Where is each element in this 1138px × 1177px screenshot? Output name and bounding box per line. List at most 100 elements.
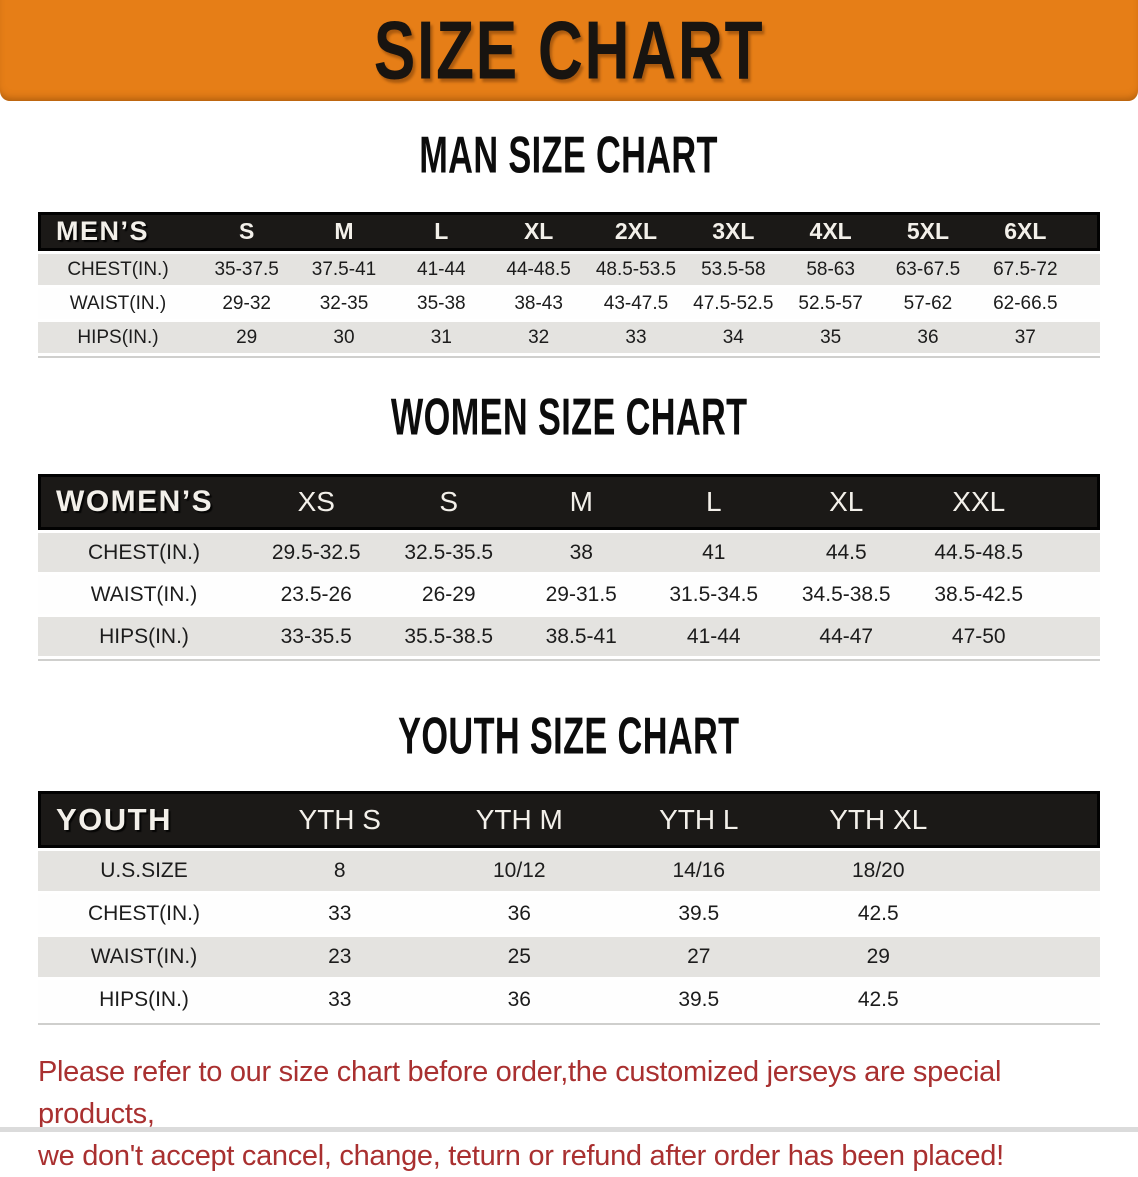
size-value: 48.5-53.5 [587,254,685,285]
size-value: 33 [250,894,430,934]
size-value: 47.5-52.5 [684,288,782,319]
size-value: 10/12 [429,851,609,891]
size-value: 32-35 [295,288,393,319]
header-spacer [968,791,1100,848]
size-value: 41-44 [647,617,780,656]
heading-men-text: MAN SIZE CHART [419,125,719,184]
heading-youth-text: YOUTH SIZE CHART [398,706,740,765]
row-spacer [1045,575,1100,614]
men-header-row: MEN’S S M L XL 2XL 3XL 4XL 5XL 6XL [38,212,1100,251]
size-value: 35-38 [392,288,490,319]
size-value: 37.5-41 [295,254,393,285]
row-label: WAIST(IN.) [38,575,250,614]
size-value: 33-35.5 [250,617,383,656]
row-spacer [1074,288,1100,319]
size-value: 33 [250,980,430,1020]
size-value: 63-67.5 [879,254,977,285]
size-value: 44.5-48.5 [912,533,1045,572]
women-table-row: CHEST(IN.) 29.5-32.5 32.5-35.5 38 41 44.5 44.5… [38,533,1100,572]
size-value: 37 [976,322,1074,353]
men-table-row: WAIST(IN.) 29-32 32-35 35-38 38-43 43-47.5 47.… [38,288,1100,319]
row-spacer [968,894,1100,934]
size-value: 38.5-41 [515,617,648,656]
size-value: 42.5 [788,980,968,1020]
women-column-header: XS [250,474,383,530]
row-label: CHEST(IN.) [38,533,250,572]
size-value: 35-37.5 [198,254,296,285]
women-column-header: M [515,474,648,530]
men-column-header: 5XL [879,212,977,251]
women-column-header: L [647,474,780,530]
size-value: 33 [587,322,685,353]
women-table-title: WOMEN’S [38,474,250,530]
size-value: 42.5 [788,894,968,934]
youth-table-row: CHEST(IN.) 33 36 39.5 42.5 [38,894,1100,934]
size-value: 32.5-35.5 [382,533,515,572]
size-value: 52.5-57 [781,288,880,319]
row-label: WAIST(IN.) [38,288,198,319]
youth-column-header: YTH XL [788,791,968,848]
size-value: 23.5-26 [250,575,383,614]
men-column-header: 6XL [976,212,1074,251]
size-charts-container: MAN SIZE CHART MEN’S S M L XL 2XL 3XL 4XL 5XL 6XL C… [0,125,1138,1025]
size-value: 31 [392,322,490,353]
size-value: 38.5-42.5 [912,575,1045,614]
women-column-header: S [382,474,515,530]
row-label: HIPS(IN.) [38,980,250,1020]
youth-column-header: YTH L [609,791,789,848]
men-table-row: CHEST(IN.) 35-37.5 37.5-41 41-44 44-48.5 48.5… [38,254,1100,285]
section-women: WOMEN SIZE CHART WOMEN’S XS S M L XL XXL CHEST(I… [0,387,1138,661]
size-value: 29-32 [198,288,296,319]
size-value: 34.5-38.5 [780,575,913,614]
size-value: 41 [647,533,780,572]
men-column-header: 4XL [781,212,880,251]
men-size-table: MEN’S S M L XL 2XL 3XL 4XL 5XL 6XL CHEST(IN.) 35-37… [38,209,1100,358]
size-value: 26-29 [382,575,515,614]
women-size-table: WOMEN’S XS S M L XL XXL CHEST(IN.) 29.5-32.5 32.5… [38,471,1100,661]
men-column-header: M [295,212,393,251]
size-value: 35.5-38.5 [382,617,515,656]
size-value: 23 [250,937,430,977]
size-value: 57-62 [879,288,977,319]
men-column-header: 2XL [587,212,685,251]
youth-column-header: YTH S [250,791,430,848]
disclaimer-line-1: Please refer to our size chart before or… [38,1056,1002,1130]
size-value: 36 [879,322,977,353]
youth-header-row: YOUTH YTH S YTH M YTH L YTH XL [38,791,1100,848]
youth-table-title: YOUTH [38,791,250,848]
size-value: 44-48.5 [489,254,588,285]
row-spacer [1074,254,1100,285]
men-table-row: HIPS(IN.) 29 30 31 32 33 34 35 36 37 [38,322,1100,353]
women-column-header: XXL [912,474,1045,530]
row-label: HIPS(IN.) [38,617,250,656]
size-value: 29.5-32.5 [250,533,383,572]
row-label: WAIST(IN.) [38,937,250,977]
size-value: 25 [429,937,609,977]
women-table-row: WAIST(IN.) 23.5-26 26-29 29-31.5 31.5-34.5 34… [38,575,1100,614]
size-value: 32 [489,322,588,353]
size-value: 8 [250,851,430,891]
men-column-header: L [392,212,490,251]
size-value: 18/20 [788,851,968,891]
size-value: 27 [609,937,789,977]
men-column-header: S [198,212,296,251]
size-value: 30 [295,322,393,353]
size-value: 67.5-72 [976,254,1074,285]
section-men: MAN SIZE CHART MEN’S S M L XL 2XL 3XL 4XL 5XL 6XL C… [0,125,1138,358]
size-value: 43-47.5 [587,288,685,319]
row-label: U.S.SIZE [38,851,250,891]
size-value: 36 [429,980,609,1020]
row-spacer [1045,617,1100,656]
size-value: 47-50 [912,617,1045,656]
disclaimer-line-2: we don't accept cancel, change, teturn o… [38,1140,1004,1172]
women-table-row: HIPS(IN.) 33-35.5 35.5-38.5 38.5-41 41-44 44-… [38,617,1100,656]
size-value: 44-47 [780,617,913,656]
women-header-row: WOMEN’S XS S M L XL XXL [38,474,1100,530]
size-value: 44.5 [780,533,913,572]
section-youth: YOUTH SIZE CHART YOUTH YTH S YTH M YTH L YTH … [0,706,1138,1025]
size-value: 38-43 [489,288,588,319]
row-spacer [968,851,1100,891]
heading-women-text: WOMEN SIZE CHART [390,387,748,446]
youth-table-row: U.S.SIZE 8 10/12 14/16 18/20 [38,851,1100,891]
size-value: 62-66.5 [976,288,1074,319]
